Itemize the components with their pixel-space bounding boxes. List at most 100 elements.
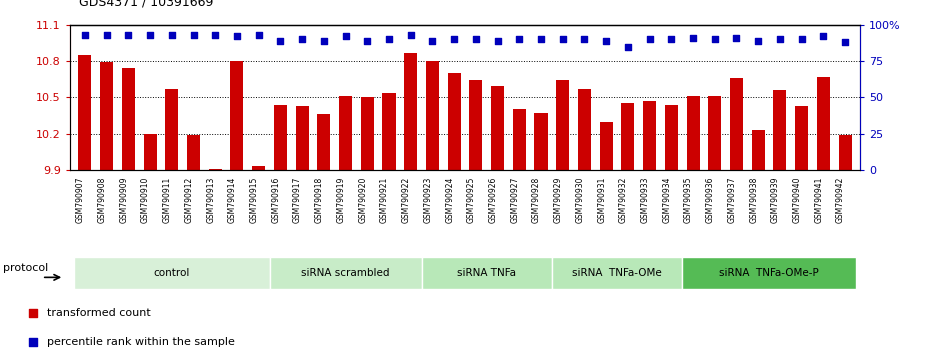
Point xyxy=(555,36,570,42)
Point xyxy=(316,38,331,44)
Text: GSM790924: GSM790924 xyxy=(445,177,454,223)
Point xyxy=(816,34,830,39)
Point xyxy=(251,32,266,38)
Text: siRNA scrambled: siRNA scrambled xyxy=(301,268,390,278)
Text: GSM790926: GSM790926 xyxy=(488,177,498,223)
Text: GSM790907: GSM790907 xyxy=(76,177,85,223)
Text: control: control xyxy=(153,268,190,278)
Bar xyxy=(600,121,613,354)
Text: GSM790937: GSM790937 xyxy=(727,177,737,223)
Bar xyxy=(166,89,179,354)
Bar xyxy=(643,101,656,354)
Text: siRNA TNFa: siRNA TNFa xyxy=(458,268,516,278)
Text: GSM790908: GSM790908 xyxy=(98,177,107,223)
Bar xyxy=(730,78,743,354)
Text: GSM790934: GSM790934 xyxy=(662,177,671,223)
Point xyxy=(469,36,484,42)
Bar xyxy=(143,134,156,354)
Bar xyxy=(339,96,352,354)
Point xyxy=(295,36,310,42)
Text: GSM790909: GSM790909 xyxy=(119,177,128,223)
Point xyxy=(599,38,614,44)
Text: protocol: protocol xyxy=(4,263,48,273)
Text: GSM790941: GSM790941 xyxy=(815,177,823,223)
Bar xyxy=(274,105,287,354)
Text: GSM790915: GSM790915 xyxy=(249,177,259,223)
Point xyxy=(165,32,179,38)
Bar xyxy=(421,257,551,289)
Point xyxy=(729,35,744,41)
Bar xyxy=(709,96,722,354)
Point xyxy=(794,36,809,42)
Text: GSM790911: GSM790911 xyxy=(163,177,172,223)
Point xyxy=(751,38,765,44)
Text: siRNA  TNFa-OMe-P: siRNA TNFa-OMe-P xyxy=(719,268,819,278)
Point xyxy=(77,32,92,38)
Text: GSM790916: GSM790916 xyxy=(272,177,281,223)
Bar xyxy=(426,61,439,354)
Point xyxy=(425,38,440,44)
Bar xyxy=(270,257,421,289)
Point xyxy=(360,38,375,44)
Bar xyxy=(686,96,699,354)
Text: GSM790933: GSM790933 xyxy=(641,177,649,223)
Bar xyxy=(447,73,460,354)
Bar xyxy=(774,90,787,354)
Bar xyxy=(231,61,244,354)
Point xyxy=(577,36,591,42)
Bar xyxy=(683,257,856,289)
Bar xyxy=(512,109,525,354)
Bar xyxy=(491,86,504,354)
Point xyxy=(121,32,136,38)
Point xyxy=(100,32,114,38)
Bar xyxy=(817,77,830,354)
Text: GSM790932: GSM790932 xyxy=(618,177,628,223)
Bar xyxy=(382,92,395,354)
Text: GSM790918: GSM790918 xyxy=(315,177,324,223)
Bar xyxy=(470,80,483,354)
Bar xyxy=(208,169,221,354)
Text: percentile rank within the sample: percentile rank within the sample xyxy=(46,337,234,347)
Text: GSM790942: GSM790942 xyxy=(836,177,845,223)
Text: GSM790940: GSM790940 xyxy=(792,177,802,223)
Point xyxy=(207,32,222,38)
Bar xyxy=(751,130,764,354)
Text: GSM790913: GSM790913 xyxy=(206,177,215,223)
Point xyxy=(230,34,245,39)
Text: GSM790919: GSM790919 xyxy=(337,177,346,223)
Point xyxy=(773,36,788,42)
Text: GSM790939: GSM790939 xyxy=(771,177,780,223)
Point xyxy=(620,44,635,49)
Text: GSM790917: GSM790917 xyxy=(293,177,302,223)
Text: GSM790929: GSM790929 xyxy=(553,177,563,223)
Text: GSM790920: GSM790920 xyxy=(358,177,367,223)
Point xyxy=(753,210,768,215)
Text: GSM790930: GSM790930 xyxy=(576,177,584,223)
Text: GDS4371 / 10391669: GDS4371 / 10391669 xyxy=(79,0,213,9)
Point xyxy=(534,36,549,42)
Text: GSM790935: GSM790935 xyxy=(684,177,693,223)
Point xyxy=(273,38,288,44)
Point xyxy=(404,32,418,38)
Point xyxy=(142,32,157,38)
Bar xyxy=(551,257,683,289)
Point xyxy=(186,32,201,38)
Bar xyxy=(296,106,309,354)
Bar xyxy=(578,89,591,354)
Text: GSM790938: GSM790938 xyxy=(750,177,758,223)
Bar xyxy=(556,80,569,354)
Text: GSM790923: GSM790923 xyxy=(423,177,432,223)
Point xyxy=(708,36,723,42)
Text: GSM790931: GSM790931 xyxy=(597,177,606,223)
Point xyxy=(490,38,505,44)
Bar xyxy=(839,135,852,354)
Bar xyxy=(621,103,634,354)
Bar xyxy=(78,55,91,354)
Point xyxy=(381,36,396,42)
Bar xyxy=(317,114,330,354)
Point xyxy=(512,36,526,42)
Bar xyxy=(252,166,265,354)
Point xyxy=(339,34,353,39)
Text: GSM790914: GSM790914 xyxy=(228,177,237,223)
Bar xyxy=(74,257,270,289)
